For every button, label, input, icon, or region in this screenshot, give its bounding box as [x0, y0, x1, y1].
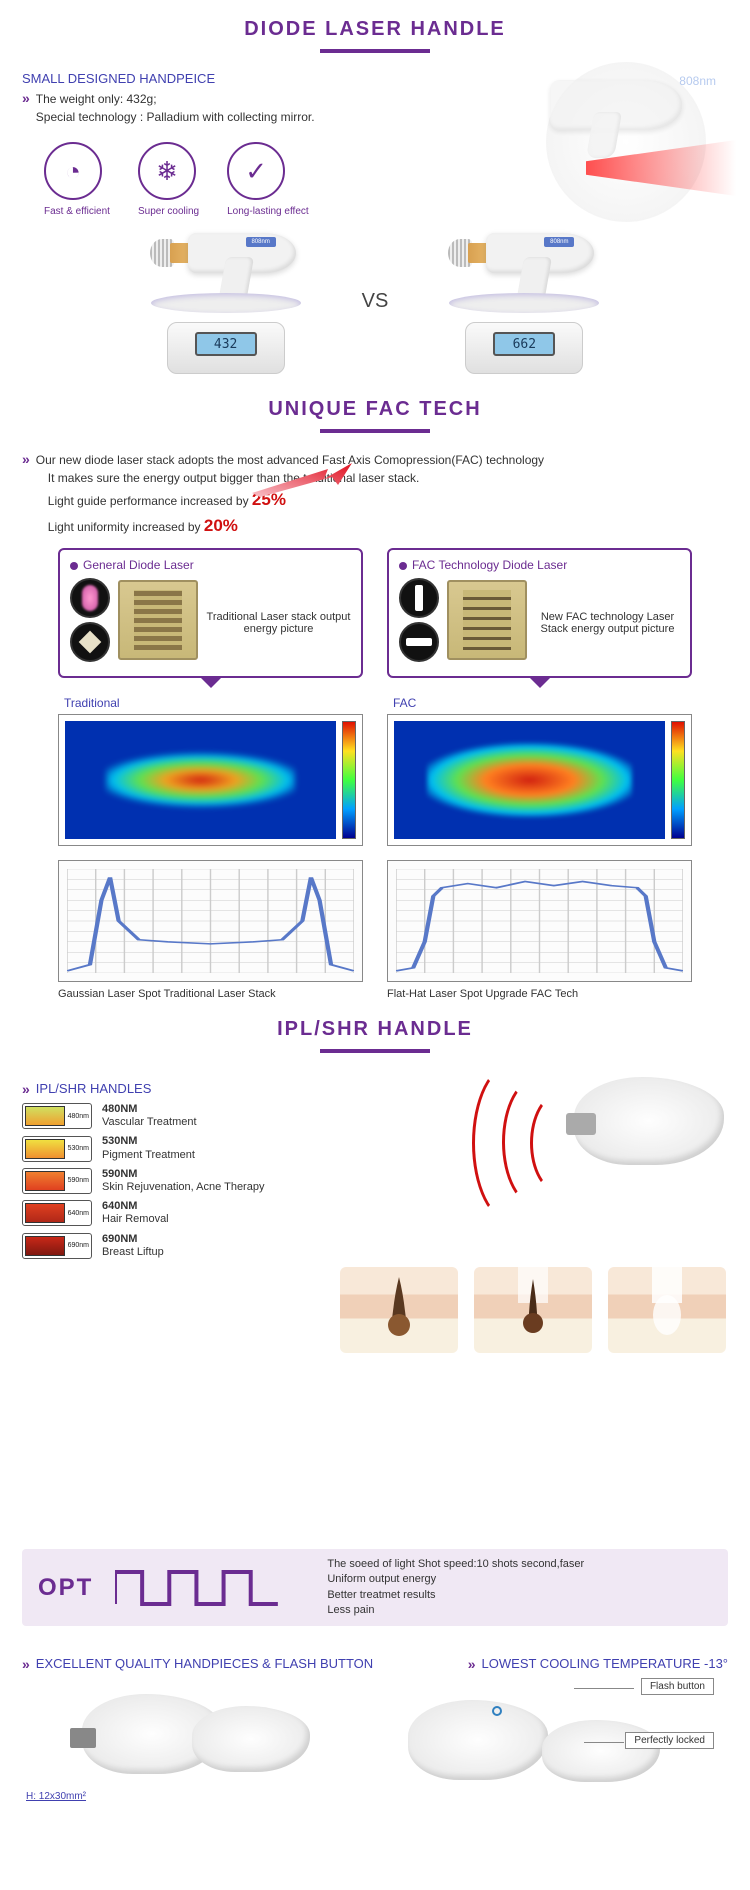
orb-bar-icon	[399, 578, 439, 618]
ipl-desc: Skin Rejuvenation, Acne Therapy	[102, 1181, 264, 1194]
orb-square-icon	[70, 622, 110, 662]
ghost-badge: 808nm	[679, 74, 716, 88]
scale-right-reading: 662	[493, 332, 555, 356]
ipl-desc: Pigment Treatment	[102, 1149, 195, 1162]
weight-line: The weight only: 432g;	[36, 90, 315, 108]
vs-comparison-row: 808nm 432 VS 808nm 662	[0, 229, 750, 374]
filter-chip: 640nm	[22, 1200, 92, 1226]
heatmap-fac: FAC Flat-Hat Laser Spot Upgrade FAC Tech	[387, 696, 692, 1000]
bottom-head-right: » LOWEST COOLING TEMPERATURE -13°	[468, 1656, 728, 1672]
filter-chip: 530nm	[22, 1136, 92, 1162]
section1-title: DIODE LASER HANDLE	[0, 18, 750, 41]
pulse-waveform-icon	[115, 1566, 305, 1610]
filter-chip: 590nm	[22, 1168, 92, 1194]
heatmap-plot	[65, 721, 336, 839]
section3-title: IPL/SHR HANDLE	[0, 1018, 750, 1041]
ipl-handpiece-illustration	[416, 1063, 726, 1243]
scale-left-reading: 432	[195, 332, 257, 356]
opt-text: The soeed of light Shot speed:10 shots s…	[327, 1557, 584, 1619]
handpiece-right: Flash button Perfectly locked	[382, 1678, 722, 1802]
section-unique-fac-tech: UNIQUE FAC TECH » Our new diode laser st…	[0, 398, 750, 1000]
ipl-nm: 590NM	[102, 1168, 264, 1181]
heatmap-plot	[394, 721, 665, 839]
tech-box-general: General Diode Laser Traditional Laser st…	[58, 548, 363, 678]
section2-title: UNIQUE FAC TECH	[0, 398, 750, 421]
laser-stack-image	[447, 580, 527, 660]
ipl-nm: 640NM	[102, 1200, 169, 1213]
checkmark-icon: ✓	[227, 142, 285, 200]
ipl-nm: 480NM	[102, 1103, 197, 1116]
feature-lasting: ✓ Long-lasting effect	[227, 142, 309, 217]
linechart-fac	[387, 860, 692, 982]
ipl-nm: 530NM	[102, 1135, 195, 1148]
opt-label: OPT	[38, 1574, 93, 1602]
feature-fast: ◔ Fast & efficient	[44, 142, 110, 217]
scale-left: 808nm 432	[126, 229, 326, 374]
bottom-heads-row: » EXCELLENT QUALITY HANDPIECES & FLASH B…	[22, 1652, 728, 1672]
chevron-icon: »	[22, 451, 30, 467]
skin-before	[340, 1267, 458, 1353]
ipl-desc: Hair Removal	[102, 1213, 169, 1226]
colorbar-icon	[342, 721, 356, 839]
colorbar-icon	[671, 721, 685, 839]
orb-pink-icon	[70, 578, 110, 618]
linechart-traditional	[58, 860, 363, 982]
ipl-desc: Breast Liftup	[102, 1246, 164, 1259]
ipl-nm: 690NM	[102, 1233, 164, 1246]
tech-comparison-boxes: General Diode Laser Traditional Laser st…	[0, 548, 750, 678]
heatmap-traditional: Traditional Gaussian Laser Spot Traditio…	[58, 696, 363, 1000]
heatmap-row: Traditional Gaussian Laser Spot Traditio…	[0, 696, 750, 1000]
clock-icon: ◔	[44, 142, 102, 200]
chevron-icon: »	[22, 1081, 30, 1097]
underline	[320, 49, 430, 53]
dimension-label: H: 12x30mm²	[26, 1791, 86, 1802]
handpiece-left: H: 12x30mm²	[22, 1678, 362, 1802]
section-ipl-shr-handle: IPL/SHR HANDLE » IPL/SHR HANDLES 480nm 4…	[0, 1018, 750, 1802]
callout-perfectly-locked: Perfectly locked	[625, 1732, 714, 1749]
skin-after	[608, 1267, 726, 1353]
ipl-desc: Vascular Treatment	[102, 1116, 197, 1129]
gun-right: 808nm	[462, 227, 612, 303]
laser-stack-image	[118, 580, 198, 660]
skin-during	[474, 1267, 592, 1353]
callout-flash-button: Flash button	[641, 1678, 714, 1695]
feature-cooling: ❄ Super cooling	[138, 142, 199, 217]
tech-line: Special technology : Palladium with coll…	[36, 108, 315, 126]
orb-bar-icon	[399, 622, 439, 662]
opt-bar: OPT The soeed of light Shot speed:10 sho…	[22, 1549, 728, 1627]
chevron-icon: »	[468, 1656, 476, 1672]
chevron-icon: »	[22, 90, 30, 106]
fac-intro: » Our new diode laser stack adopts the m…	[22, 451, 750, 538]
filter-chip: 690nm	[22, 1233, 92, 1259]
tech-box-fac: FAC Technology Diode Laser New FAC techn…	[387, 548, 692, 678]
skin-diagram-row	[340, 1267, 726, 1353]
filter-chip: 480nm	[22, 1103, 92, 1129]
bottom-head-left: » EXCELLENT QUALITY HANDPIECES & FLASH B…	[22, 1656, 373, 1672]
scale-right: 808nm 662	[424, 229, 624, 374]
arrow-up-icon	[246, 459, 356, 499]
underline	[320, 1049, 430, 1053]
section-diode-laser-handle: DIODE LASER HANDLE 808nm SMALL DESIGNED …	[0, 18, 750, 374]
underline	[320, 429, 430, 433]
gun-left: 808nm	[164, 227, 314, 303]
vs-label: VS	[362, 290, 389, 313]
chevron-icon: »	[22, 1656, 30, 1672]
bottom-handpieces-row: H: 12x30mm² Flash button Perfectly locke…	[22, 1678, 728, 1802]
snowflake-icon: ❄	[138, 142, 196, 200]
